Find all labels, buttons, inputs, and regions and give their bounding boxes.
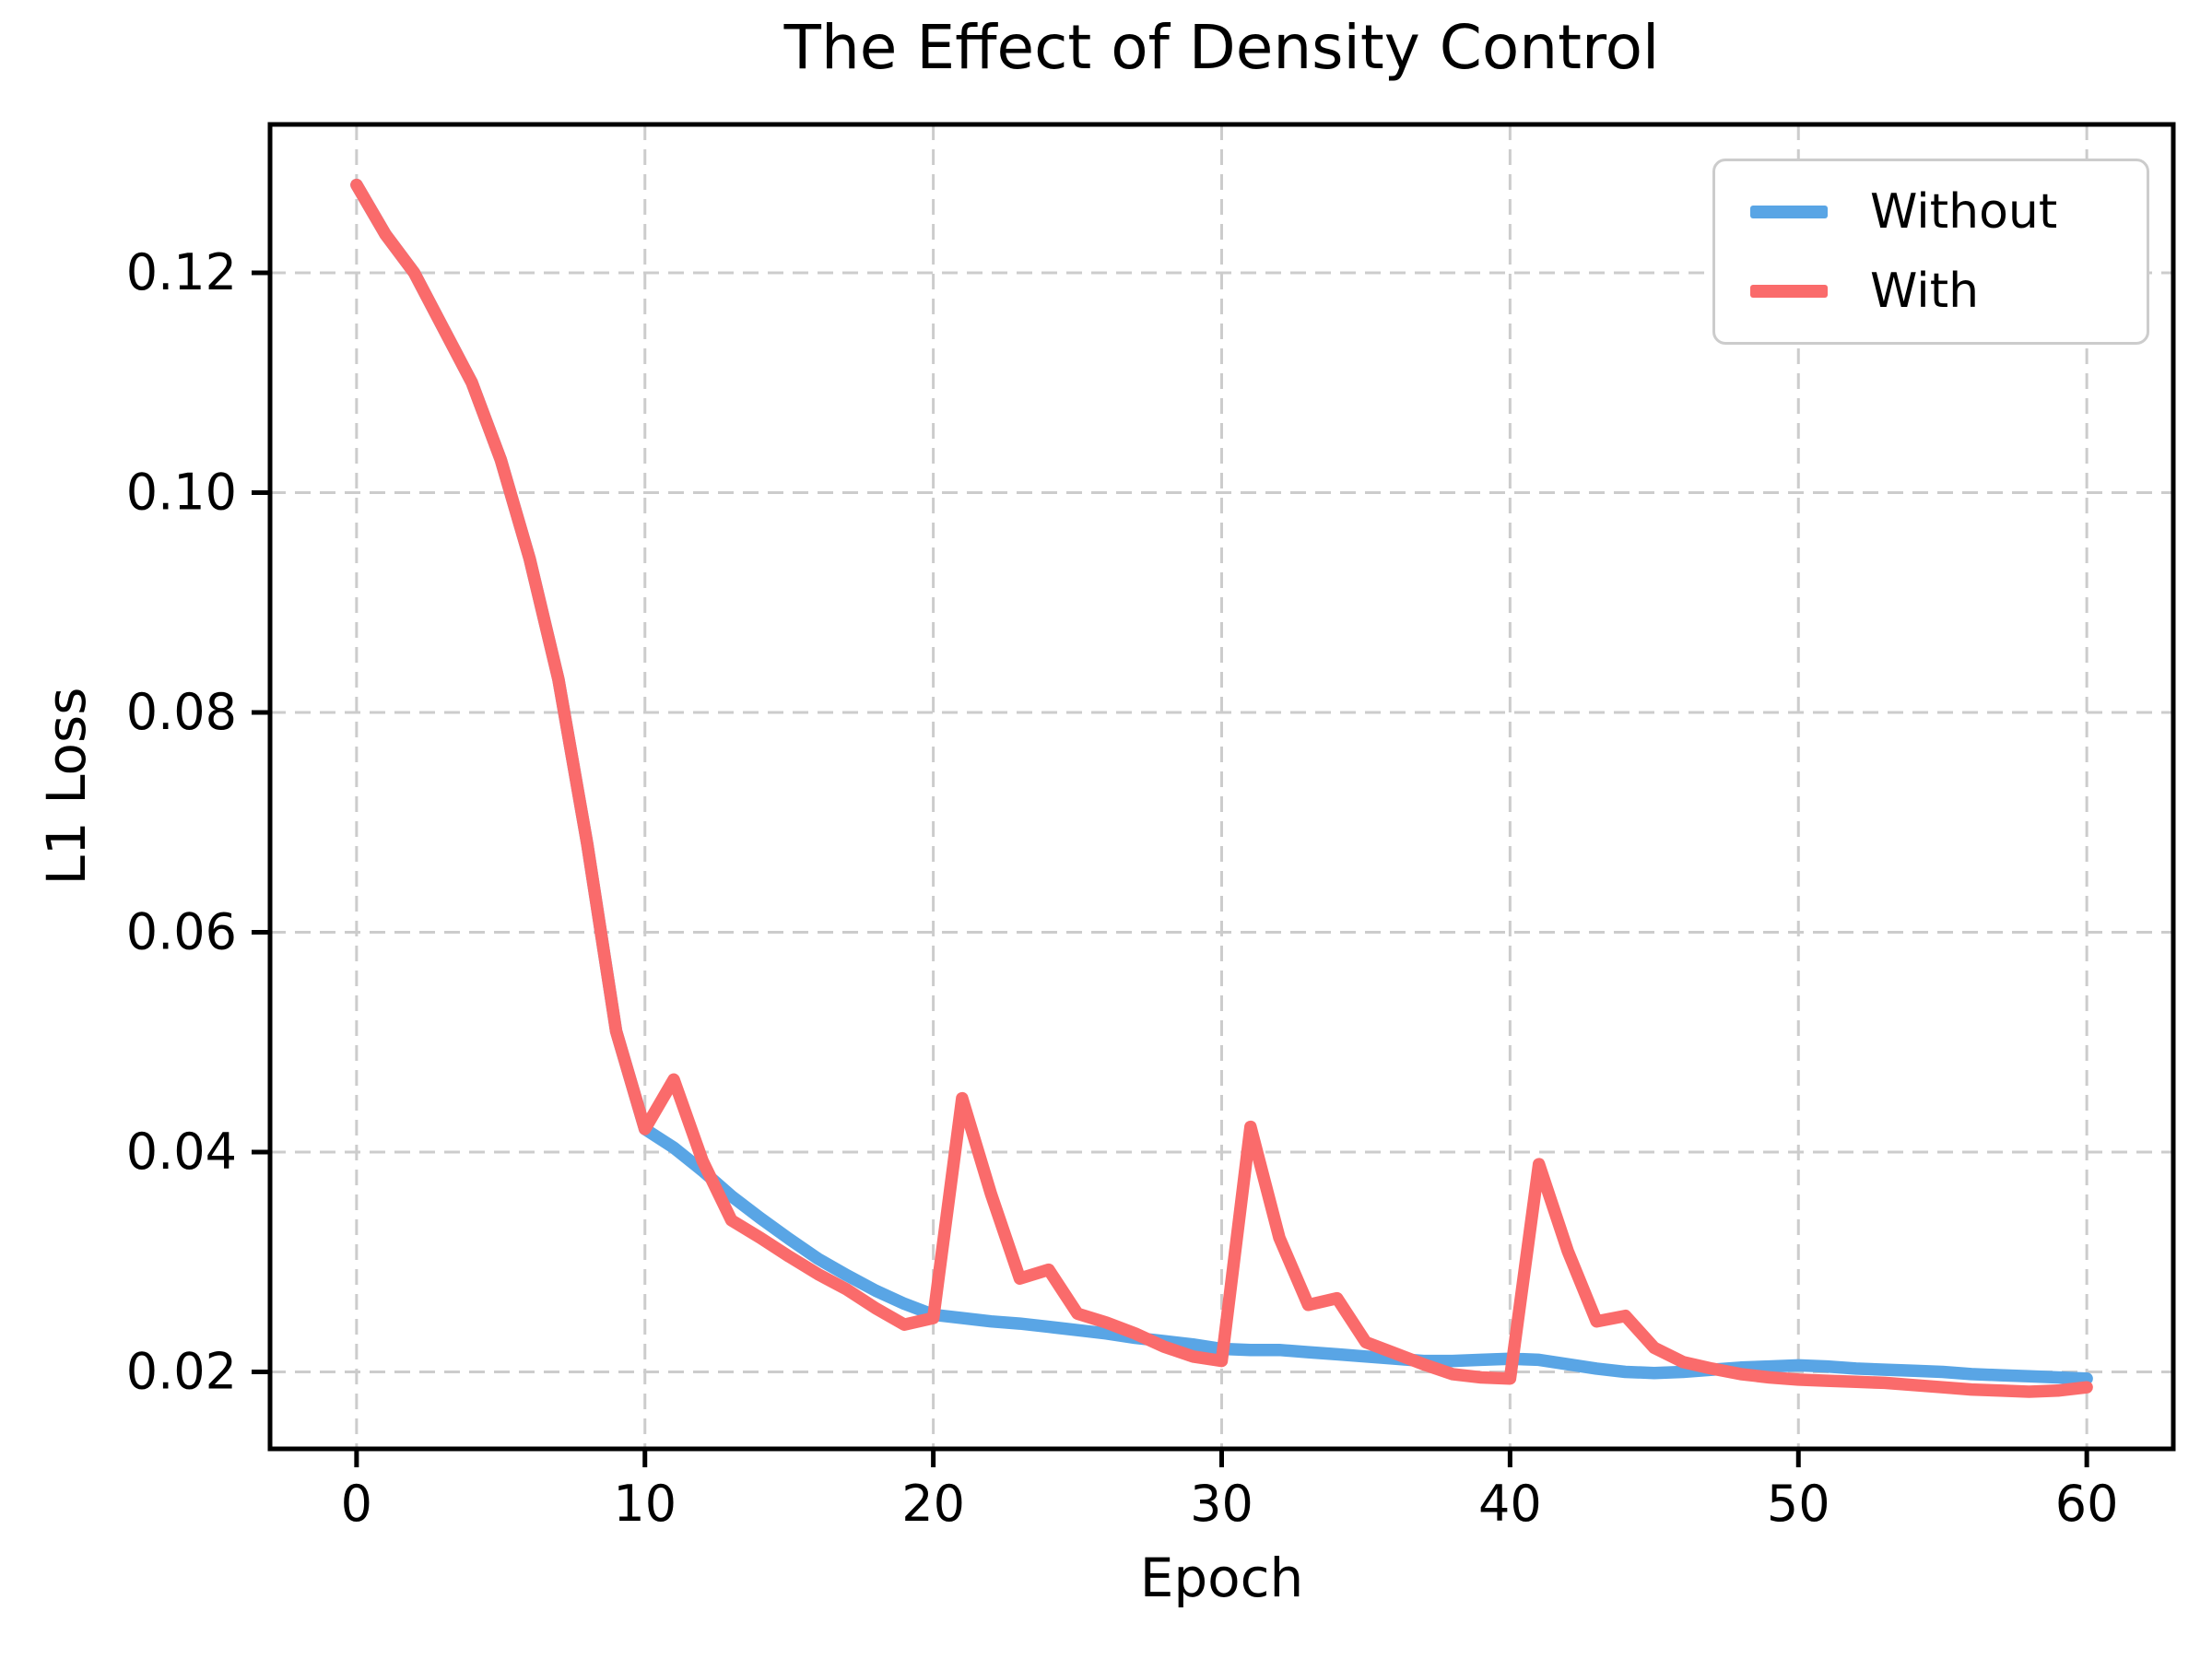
series-line-with	[350, 178, 2093, 1398]
legend-item-without: Without	[1750, 188, 2147, 236]
x-tick-label: 60	[2055, 1475, 2119, 1533]
y-tick-label: 0.08	[126, 683, 237, 741]
legend-swatch-without	[1750, 206, 1828, 218]
x-axis-label: Epoch	[1139, 1547, 1304, 1609]
y-tick-label: 0.10	[126, 463, 237, 521]
y-axis-label: L1 Loss	[35, 687, 98, 886]
y-tick-label: 0.12	[126, 243, 237, 301]
x-tick-label: 10	[613, 1475, 677, 1533]
legend-item-with: With	[1750, 267, 2147, 315]
legend-label-with: With	[1870, 264, 1980, 319]
x-tick-label: 40	[1478, 1475, 1542, 1533]
y-tick-label: 0.04	[126, 1123, 237, 1181]
x-tick-label: 30	[1190, 1475, 1253, 1533]
legend: Without With	[1712, 159, 2149, 345]
x-tick-label: 0	[341, 1475, 372, 1533]
y-tick-label: 0.06	[126, 903, 237, 961]
legend-label-without: Without	[1870, 184, 2058, 240]
chart-title: The Effect of Density Control	[783, 12, 1660, 83]
x-tick-label: 20	[901, 1475, 965, 1533]
y-tick-label: 0.02	[126, 1343, 237, 1401]
legend-swatch-with	[1750, 285, 1828, 298]
x-tick-label: 50	[1767, 1475, 1830, 1533]
